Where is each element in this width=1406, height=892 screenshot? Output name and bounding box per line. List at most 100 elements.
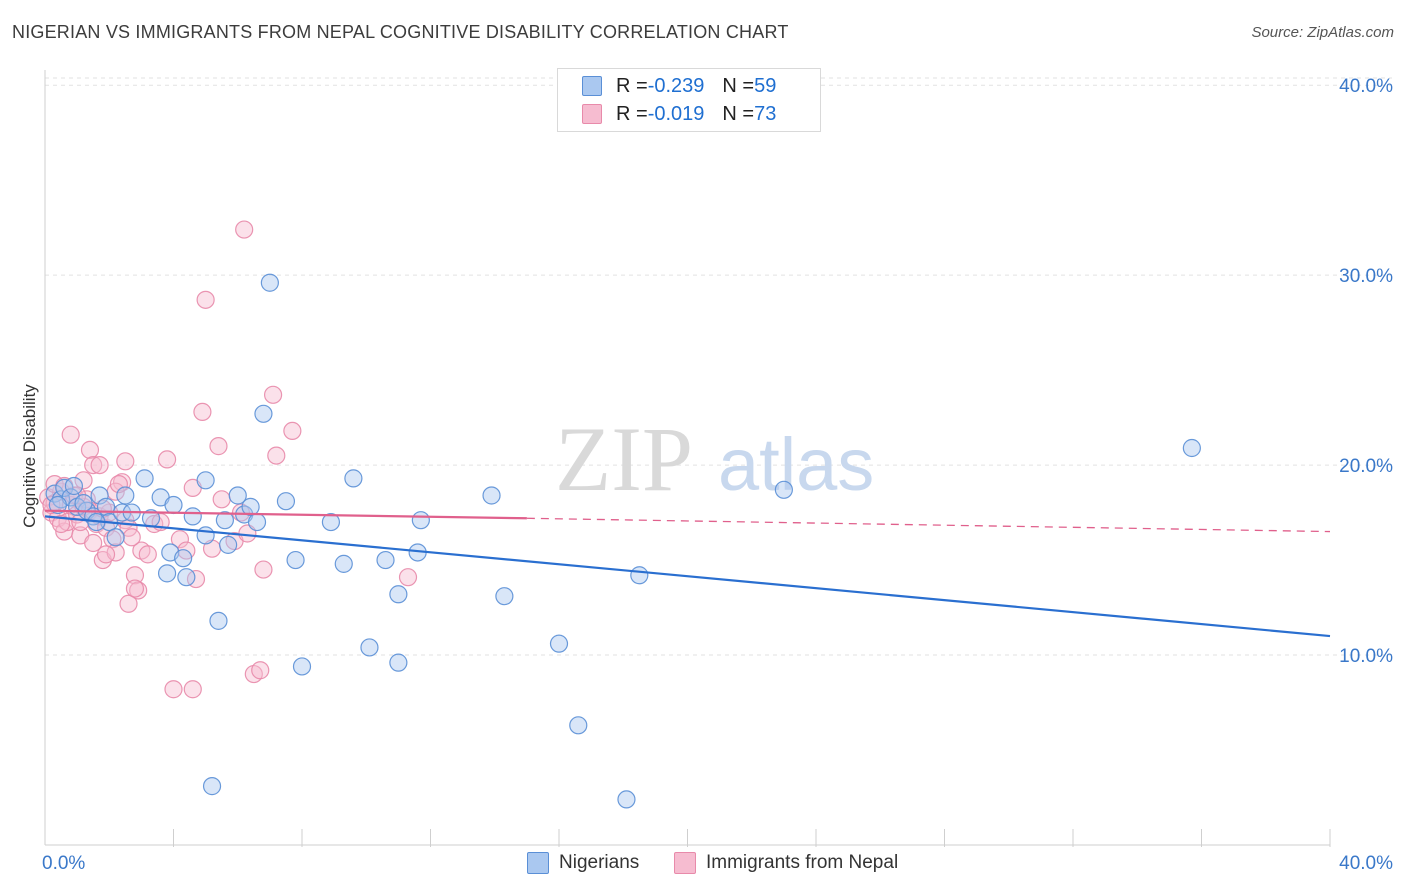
nigerian-point (90, 486, 109, 505)
nepal-point (125, 579, 145, 598)
legend-r-label: R = (616, 74, 648, 97)
legend-row-nepal: R = -0.019 N = 73 (582, 101, 776, 127)
legend-r-label: R = (616, 102, 648, 125)
nigerian-point (247, 512, 267, 532)
nepal-point (251, 661, 270, 680)
y-tick-label: 30.0% (1339, 266, 1393, 287)
nigerian-point (164, 495, 183, 515)
source-label: Source: ZipAtlas.com (1251, 24, 1394, 41)
nigerian-point (64, 476, 84, 496)
legend-n-label: N = (722, 102, 755, 125)
y-tick-label: 40.0% (1339, 76, 1393, 97)
nepal-point (398, 568, 418, 587)
label-layer: 10.0% 20.0% 30.0% 40.0% 0.0% 40.0% (42, 76, 1393, 874)
watermark: ZIP atlas (555, 408, 874, 510)
nepal-points (39, 220, 418, 699)
nigerian-point (286, 550, 305, 570)
nepal-point (170, 530, 190, 549)
chart-title: NIGERIAN VS IMMIGRANTS FROM NEPAL COGNIT… (12, 22, 789, 42)
nigerian-point (177, 568, 196, 587)
nigerian-point (196, 471, 215, 490)
nepal-point (138, 545, 157, 564)
nigerian-point (569, 716, 588, 735)
legend-n-value-nepal: 73 (754, 102, 777, 125)
bottom-legend-nigerians: Nigerians (527, 852, 639, 874)
trend-layer (44, 509, 1331, 638)
nigerian-point (495, 587, 514, 606)
nepal-point (209, 437, 228, 456)
nigerian-point (116, 486, 135, 505)
nepal-point (112, 473, 132, 492)
bottom-legend-nepal: Immigrants from Nepal (674, 852, 898, 874)
nigerian-point (215, 511, 234, 530)
nepal-point (263, 385, 283, 404)
legend-row-nigerians: R = -0.239 N = 59 (582, 73, 776, 99)
bottom-swatch-nepal (674, 852, 696, 874)
y-axis-label: Cognitive Disability (20, 384, 39, 528)
nigerian-point (74, 493, 93, 513)
legend-swatch-nigerians (582, 76, 602, 96)
nepal-point (84, 455, 103, 475)
nepal-point (196, 290, 215, 309)
nepal-point (193, 402, 212, 422)
nepal-trend-line (44, 509, 527, 520)
nepal-point (235, 220, 254, 239)
nigerian-point (183, 507, 202, 526)
legend-r-value-nigerians: -0.239 (647, 74, 705, 97)
correlation-legend: R = -0.239 N = 59 R = -0.019 N = 73 (557, 68, 821, 132)
nigerian-point (360, 638, 379, 657)
watermark-atlas: atlas (718, 423, 874, 506)
legend-swatch-nepal (582, 104, 602, 124)
nigerian-points (45, 273, 1201, 809)
nigerian-point (389, 585, 408, 604)
nepal-point (125, 566, 145, 585)
nigerian-point (276, 492, 296, 511)
nigerian-point (292, 657, 312, 676)
nepal-point (90, 455, 109, 475)
nigerian-point (617, 790, 636, 809)
nigerian-point (321, 512, 341, 532)
nepal-point (109, 474, 128, 494)
y-tick-label: 10.0% (1339, 646, 1393, 667)
nepal-point (116, 452, 135, 471)
nigerian-point (135, 469, 154, 488)
nigerian-point (334, 554, 353, 573)
nigerian-point (157, 564, 177, 583)
nepal-point (74, 471, 93, 490)
bottom-label-nigerians: Nigerians (559, 852, 640, 873)
nigerian-point (202, 777, 222, 796)
nepal-point (84, 533, 103, 553)
y-tick-label: 20.0% (1339, 456, 1393, 477)
nepal-point (283, 421, 302, 441)
nigerian-point (241, 497, 260, 516)
nigerian-point (1182, 438, 1201, 458)
bottom-label-nepal: Immigrants from Nepal (706, 852, 899, 873)
nigerian-point (411, 511, 430, 530)
nepal-point (157, 450, 177, 469)
nepal-point (129, 581, 148, 600)
nepal-point (122, 528, 141, 547)
nigerian-point (344, 469, 363, 488)
nepal-point (42, 495, 61, 515)
nigerian-point (376, 550, 395, 570)
legend-n-value-nigerians: 59 (754, 74, 777, 97)
nepal-point (51, 514, 71, 534)
nepal-point (145, 514, 164, 534)
nigerian-point (228, 486, 247, 505)
nigerian-point (48, 495, 67, 515)
nepal-point (267, 446, 286, 465)
nepal-point (96, 545, 116, 564)
nigerian-point (219, 535, 238, 554)
nepal-trend-line-extension (526, 517, 1331, 533)
axis-layer (44, 70, 1331, 847)
nepal-point (80, 440, 100, 460)
bottom-swatch-nigerians (527, 852, 549, 874)
x-tick-label: 0.0% (42, 853, 85, 874)
nigerian-point (174, 549, 193, 568)
nigerians-trend-line (44, 515, 1331, 638)
nigerian-point (774, 480, 793, 499)
nigerian-point (254, 404, 273, 423)
nepal-point (119, 594, 138, 613)
nepal-point (164, 680, 183, 699)
